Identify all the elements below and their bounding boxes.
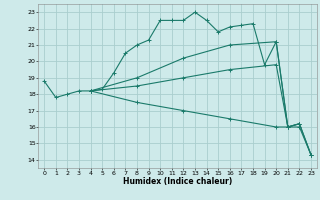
X-axis label: Humidex (Indice chaleur): Humidex (Indice chaleur) — [123, 177, 232, 186]
